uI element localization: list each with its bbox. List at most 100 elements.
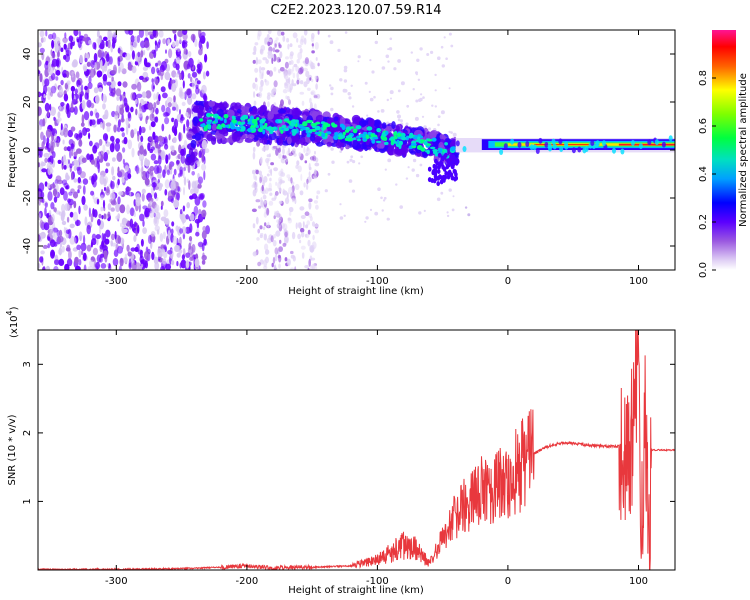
heatmap-cell	[50, 250, 55, 257]
heatmap-cell	[377, 110, 380, 113]
heatmap-cell	[259, 174, 264, 182]
heatmap-cell	[359, 118, 367, 128]
heatmap-cell	[141, 91, 147, 99]
heatmap-cell	[299, 136, 306, 146]
heatmap-cell	[202, 252, 205, 258]
y-tick-label: 3	[22, 361, 33, 367]
heatmap-cell	[150, 153, 157, 161]
heatmap-cell	[57, 50, 60, 58]
heatmap-cell	[291, 197, 295, 203]
heatmap-cell	[446, 174, 451, 180]
heatmap-cell	[151, 66, 156, 75]
heatmap-cell	[223, 118, 227, 124]
heatmap-cell	[252, 82, 256, 89]
heatmap-cell	[53, 196, 58, 203]
heatmap-cell	[264, 243, 269, 251]
heatmap-cell	[44, 181, 48, 187]
heatmap-cell	[104, 109, 109, 120]
heatmap-cell	[602, 140, 606, 147]
heatmap-cell	[398, 140, 403, 146]
heatmap-cell	[179, 91, 186, 100]
heatmap-cell	[415, 99, 419, 103]
heatmap-cell	[81, 157, 87, 163]
heatmap-cell	[95, 94, 100, 105]
heatmap-cell	[159, 233, 164, 242]
heatmap-cell	[168, 48, 173, 59]
heatmap-cell	[201, 139, 208, 150]
heatmap-cell	[229, 121, 233, 127]
heatmap-cell	[317, 62, 320, 67]
heatmap-cell	[62, 155, 66, 166]
heatmap-cell	[283, 155, 287, 159]
heatmap-cell	[108, 33, 114, 38]
heatmap-cell	[419, 97, 423, 102]
heatmap-cell	[168, 153, 171, 160]
heatmap-cell	[288, 152, 293, 157]
heatmap-cell	[329, 84, 332, 87]
heatmap-cell	[48, 209, 52, 216]
heatmap-cell	[275, 147, 279, 156]
heatmap-cell	[308, 162, 311, 171]
heatmap-cell	[47, 147, 51, 152]
heatmap-cell	[308, 60, 313, 67]
heatmap-cell	[379, 139, 385, 149]
heatmap-cell	[397, 89, 401, 93]
heatmap-cell	[107, 211, 111, 218]
heatmap-cell	[405, 135, 409, 141]
heatmap-cell	[96, 118, 100, 125]
heatmap-cell	[52, 188, 58, 197]
heatmap-cell	[78, 249, 82, 258]
heatmap-cell	[128, 258, 132, 268]
heatmap-cell	[179, 36, 182, 44]
heatmap-cell	[100, 206, 104, 212]
heatmap-cell	[263, 176, 268, 183]
heatmap-cell	[452, 155, 456, 161]
heatmap-cell	[290, 177, 293, 184]
heatmap-cell	[51, 39, 55, 49]
snr-scale-factor: (x104)	[5, 306, 20, 338]
heatmap-cell	[302, 121, 308, 127]
heatmap-cell	[102, 144, 106, 154]
heatmap-cell	[164, 179, 170, 189]
heatmap-cell	[123, 97, 128, 107]
heatmap-cell	[109, 91, 115, 97]
heatmap-cell	[324, 189, 328, 193]
heatmap-cell	[256, 140, 261, 147]
heatmap-cell	[86, 99, 92, 108]
heatmap-cell	[314, 131, 321, 135]
heatmap-cell	[278, 263, 281, 269]
heatmap-cell	[190, 76, 193, 83]
heatmap-cell	[173, 33, 177, 42]
snr-panel: -300 -200 -100 0 100 1 2 3 Height of straight …	[5, 306, 676, 596]
heatmap-cell	[137, 224, 140, 234]
heatmap-cell	[64, 263, 70, 270]
heatmap-cell	[169, 169, 173, 175]
heatmap-cell	[558, 138, 563, 145]
heatmap-cell	[205, 225, 211, 235]
heatmap-cell	[68, 250, 72, 260]
heatmap-cell	[187, 73, 191, 79]
heatmap-cell	[91, 233, 97, 241]
heatmap-cell	[281, 125, 287, 128]
heatmap-cell	[140, 263, 144, 268]
heatmap-cell	[267, 41, 271, 47]
heatmap-cell	[285, 157, 288, 163]
heatmap-cell	[73, 30, 79, 37]
heatmap-cell	[105, 229, 111, 238]
heatmap-cell	[60, 102, 65, 107]
heatmap-cell	[120, 127, 125, 132]
heatmap-cell	[440, 45, 444, 49]
heatmap-cell	[51, 52, 56, 59]
heatmap-cell	[448, 188, 452, 192]
heatmap-cell	[63, 190, 68, 201]
heatmap-cell	[271, 89, 276, 95]
heatmap-cell	[315, 204, 319, 210]
heatmap-cell	[399, 205, 404, 209]
heatmap-cell	[110, 192, 116, 200]
heatmap-cell	[339, 203, 342, 206]
heatmap-cell	[85, 72, 89, 78]
heatmap-cell	[146, 115, 149, 121]
heatmap-cell	[95, 234, 102, 240]
heatmap-cell	[105, 122, 112, 127]
